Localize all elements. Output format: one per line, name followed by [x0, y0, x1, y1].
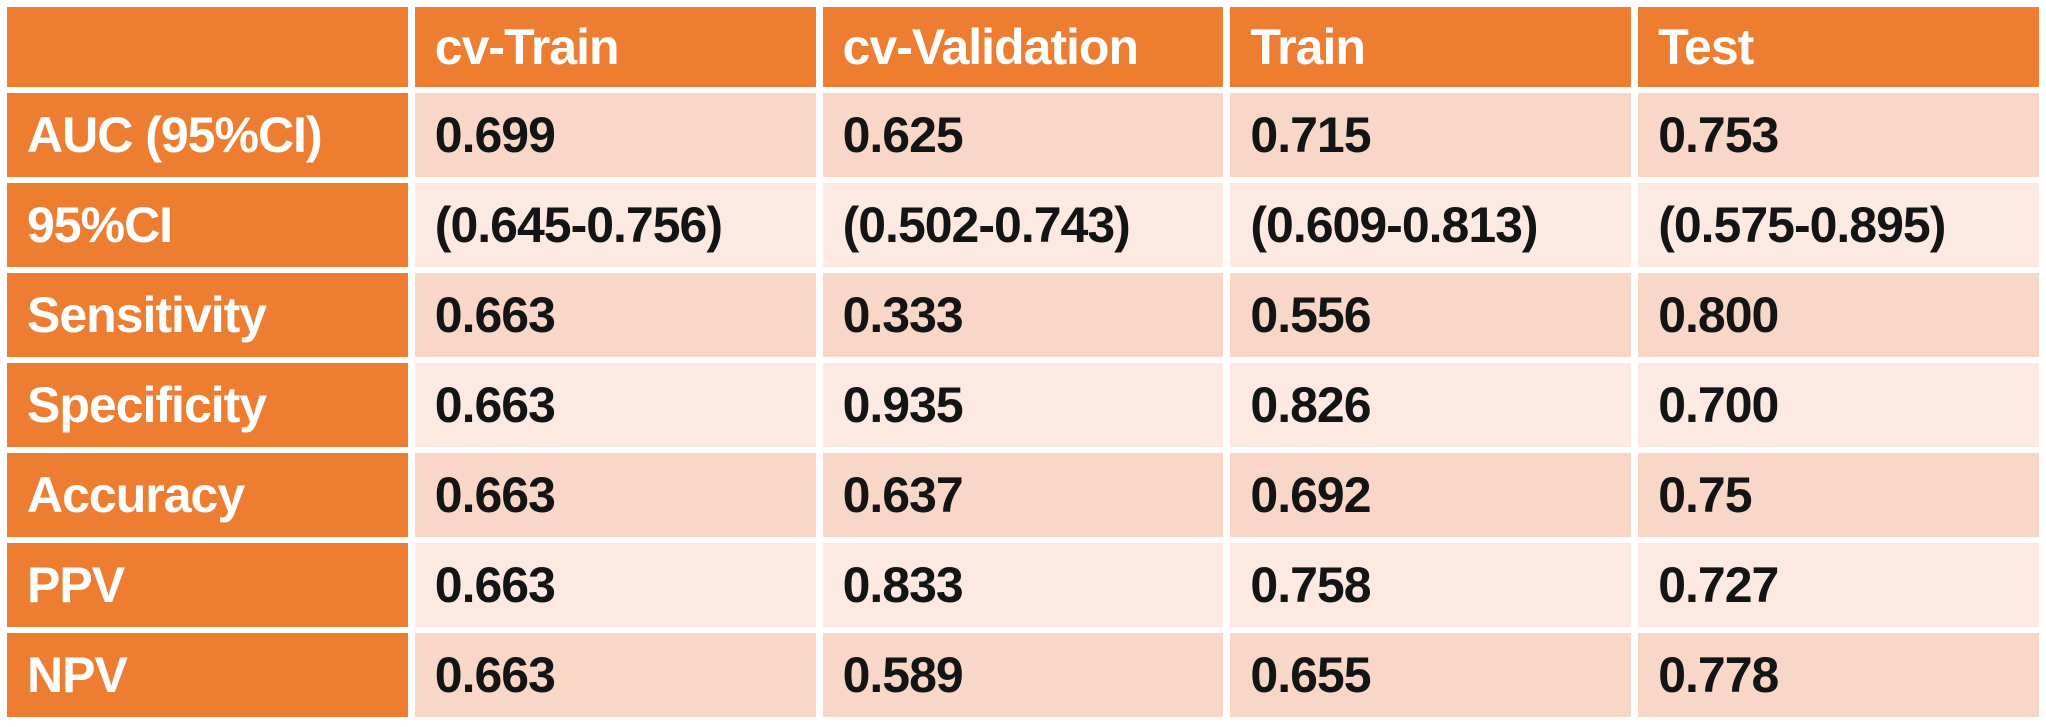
- cell-ppv-train: 0.758: [1230, 543, 1632, 627]
- header-cell-empty: [7, 7, 408, 87]
- cell-ppv-cv-validation: 0.833: [822, 543, 1224, 627]
- table-row-95ci: 95%CI (0.645-0.756) (0.502-0.743) (0.609…: [7, 183, 2039, 267]
- cell-sensitivity-test: 0.800: [1638, 273, 2039, 357]
- cell-auc-test: 0.753: [1638, 93, 2039, 177]
- cell-95ci-cv-validation: (0.502-0.743): [822, 183, 1224, 267]
- cell-npv-cv-train: 0.663: [414, 633, 816, 717]
- cell-sensitivity-cv-train: 0.663: [414, 273, 816, 357]
- cell-accuracy-cv-train: 0.663: [414, 453, 816, 537]
- row-label-accuracy: Accuracy: [7, 453, 408, 537]
- header-row: cv-Train cv-Validation Train Test: [7, 7, 2039, 87]
- row-label-npv: NPV: [7, 633, 408, 717]
- cell-ppv-test: 0.727: [1638, 543, 2039, 627]
- cell-sensitivity-train: 0.556: [1230, 273, 1632, 357]
- cell-ppv-cv-train: 0.663: [414, 543, 816, 627]
- cell-auc-train: 0.715: [1230, 93, 1632, 177]
- header-cell-train: Train: [1230, 7, 1632, 87]
- row-label-specificity: Specificity: [7, 363, 408, 447]
- cell-npv-cv-validation: 0.589: [822, 633, 1224, 717]
- header-cell-cv-validation: cv-Validation: [822, 7, 1224, 87]
- row-label-auc: AUC (95%CI): [7, 93, 408, 177]
- cell-95ci-test: (0.575-0.895): [1638, 183, 2039, 267]
- table-row-auc: AUC (95%CI) 0.699 0.625 0.715 0.753: [7, 93, 2039, 177]
- cell-95ci-cv-train: (0.645-0.756): [414, 183, 816, 267]
- row-label-ppv: PPV: [7, 543, 408, 627]
- table-row-accuracy: Accuracy 0.663 0.637 0.692 0.75: [7, 453, 2039, 537]
- row-label-95ci: 95%CI: [7, 183, 408, 267]
- cell-specificity-test: 0.700: [1638, 363, 2039, 447]
- cell-95ci-train: (0.609-0.813): [1230, 183, 1632, 267]
- table-row-npv: NPV 0.663 0.589 0.655 0.778: [7, 633, 2039, 717]
- cell-specificity-cv-train: 0.663: [414, 363, 816, 447]
- cell-auc-cv-train: 0.699: [414, 93, 816, 177]
- cell-sensitivity-cv-validation: 0.333: [822, 273, 1224, 357]
- table-row-sensitivity: Sensitivity 0.663 0.333 0.556 0.800: [7, 273, 2039, 357]
- table-row-specificity: Specificity 0.663 0.935 0.826 0.700: [7, 363, 2039, 447]
- header-cell-cv-train: cv-Train: [414, 7, 816, 87]
- cell-specificity-cv-validation: 0.935: [822, 363, 1224, 447]
- row-label-sensitivity: Sensitivity: [7, 273, 408, 357]
- table-row-ppv: PPV 0.663 0.833 0.758 0.727: [7, 543, 2039, 627]
- cell-npv-test: 0.778: [1638, 633, 2039, 717]
- cell-npv-train: 0.655: [1230, 633, 1632, 717]
- cell-auc-cv-validation: 0.625: [822, 93, 1224, 177]
- cell-specificity-train: 0.826: [1230, 363, 1632, 447]
- header-cell-test: Test: [1638, 7, 2039, 87]
- cell-accuracy-test: 0.75: [1638, 453, 2039, 537]
- cell-accuracy-cv-validation: 0.637: [822, 453, 1224, 537]
- cell-accuracy-train: 0.692: [1230, 453, 1632, 537]
